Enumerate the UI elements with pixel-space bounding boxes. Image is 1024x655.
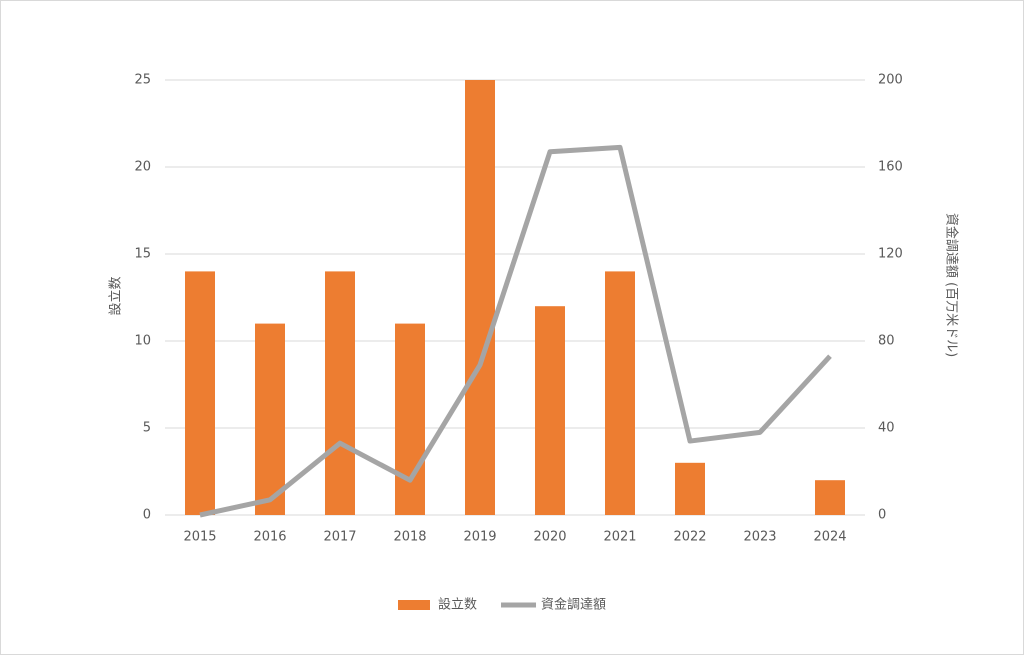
y-tick-label: 0 bbox=[143, 508, 151, 523]
y2-axis-label: 資金調達額 (百万米ドル) bbox=[944, 213, 960, 357]
y2-tick-label: 40 bbox=[878, 421, 895, 436]
x-tick-label: 2016 bbox=[253, 530, 286, 545]
bar bbox=[605, 271, 635, 515]
y-tick-label: 25 bbox=[134, 73, 151, 88]
x-tick-label: 2017 bbox=[323, 530, 356, 545]
bar bbox=[815, 480, 845, 515]
y-axis-label: 設立数 bbox=[108, 276, 124, 315]
x-tick-label: 2023 bbox=[743, 530, 776, 545]
y2-tick-label: 200 bbox=[878, 73, 903, 88]
y2-tick-label: 0 bbox=[878, 508, 886, 523]
bar bbox=[185, 271, 215, 515]
bar bbox=[395, 323, 425, 515]
y-tick-label: 10 bbox=[134, 334, 151, 349]
x-tick-label: 2019 bbox=[463, 530, 496, 545]
bar bbox=[325, 271, 355, 515]
x-tick-label: 2020 bbox=[533, 530, 566, 545]
legend-swatch bbox=[398, 600, 430, 610]
legend-label: 設立数 bbox=[438, 597, 477, 613]
x-tick-label: 2021 bbox=[603, 530, 636, 545]
legend-label: 資金調達額 bbox=[541, 597, 606, 613]
line bbox=[199, 144, 832, 518]
y-tick-label: 15 bbox=[134, 247, 151, 262]
y2-tick-label: 160 bbox=[878, 160, 903, 175]
y-tick-label: 20 bbox=[134, 160, 151, 175]
x-tick-label: 2015 bbox=[183, 530, 216, 545]
bar bbox=[535, 306, 565, 515]
bar bbox=[465, 80, 495, 515]
bar bbox=[675, 462, 705, 515]
x-tick-label: 2018 bbox=[393, 530, 426, 545]
x-tick-label: 2024 bbox=[813, 530, 846, 545]
y-tick-label: 5 bbox=[143, 421, 151, 436]
y2-tick-label: 120 bbox=[878, 247, 903, 262]
bar bbox=[255, 323, 285, 515]
y2-tick-label: 80 bbox=[878, 334, 895, 349]
x-tick-label: 2022 bbox=[673, 530, 706, 545]
